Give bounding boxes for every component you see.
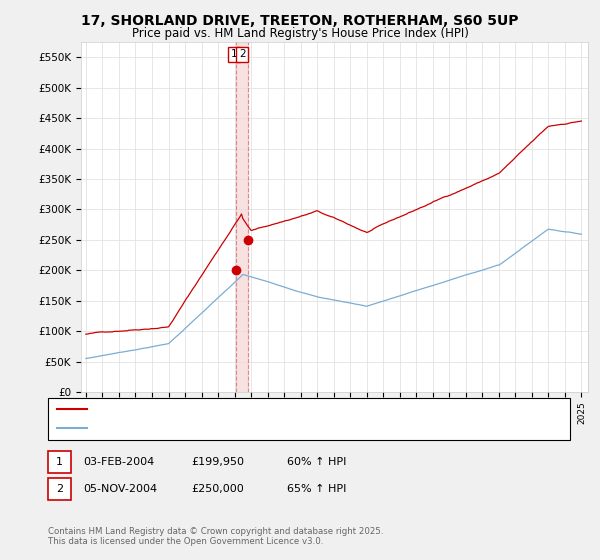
Text: 2: 2 (56, 484, 63, 494)
Text: 1: 1 (230, 49, 237, 59)
Text: 03-FEB-2004: 03-FEB-2004 (83, 457, 154, 467)
Text: 17, SHORLAND DRIVE, TREETON, ROTHERHAM, S60 5UP: 17, SHORLAND DRIVE, TREETON, ROTHERHAM, … (81, 14, 519, 28)
Text: 1: 1 (56, 457, 63, 467)
Bar (236, 42, 248, 392)
Text: Price paid vs. HM Land Registry's House Price Index (HPI): Price paid vs. HM Land Registry's House … (131, 27, 469, 40)
Text: 65% ↑ HPI: 65% ↑ HPI (287, 484, 346, 494)
Text: 05-NOV-2004: 05-NOV-2004 (83, 484, 157, 494)
Text: HPI: Average price, detached house, Rotherham: HPI: Average price, detached house, Roth… (93, 423, 328, 433)
Text: £250,000: £250,000 (191, 484, 244, 494)
Text: 2: 2 (239, 49, 245, 59)
Text: 60% ↑ HPI: 60% ↑ HPI (287, 457, 346, 467)
Text: Contains HM Land Registry data © Crown copyright and database right 2025.
This d: Contains HM Land Registry data © Crown c… (48, 526, 383, 546)
Text: 17, SHORLAND DRIVE, TREETON, ROTHERHAM, S60 5UP (detached house): 17, SHORLAND DRIVE, TREETON, ROTHERHAM, … (93, 404, 458, 414)
Text: £199,950: £199,950 (191, 457, 244, 467)
